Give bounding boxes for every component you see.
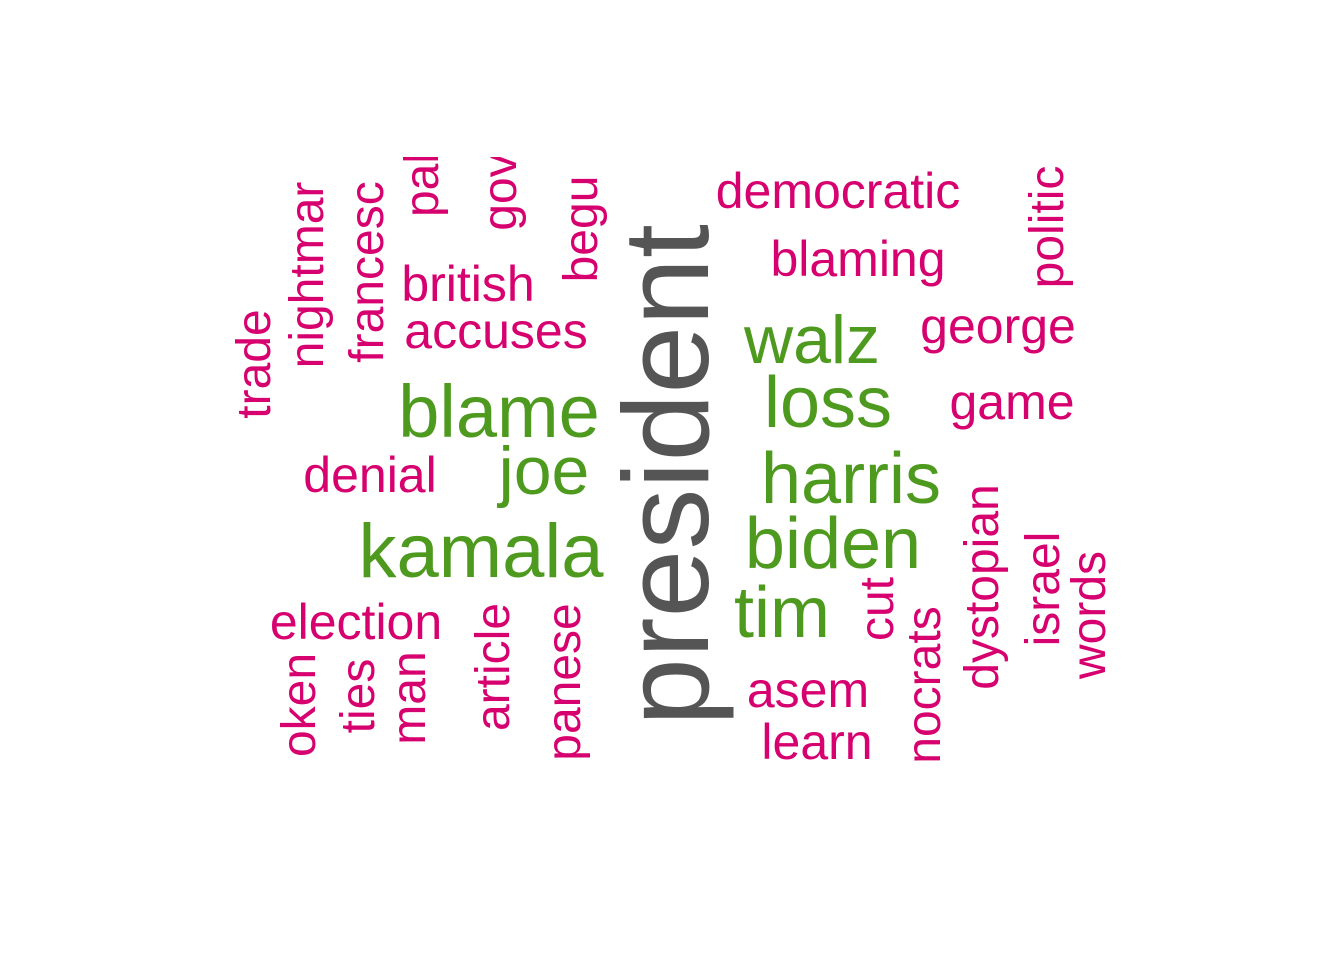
word-democrats: nocrats bbox=[898, 606, 951, 762]
word-blaming: blaming bbox=[770, 231, 946, 287]
word-harris: harris bbox=[760, 439, 942, 519]
word-ties: ties bbox=[332, 658, 385, 734]
word-gov: gov bbox=[474, 157, 527, 231]
word-pal: pal bbox=[396, 157, 449, 218]
word-game: game bbox=[949, 374, 1075, 430]
word-tim: tim bbox=[734, 573, 830, 653]
word-denial: denial bbox=[303, 447, 437, 503]
word-loss: loss bbox=[763, 363, 893, 443]
word-biden: biden bbox=[744, 504, 922, 584]
word-begu: begu bbox=[555, 175, 608, 283]
word-dystopian: dystopian bbox=[956, 484, 1009, 690]
word-man: man bbox=[383, 651, 436, 745]
word-asem: asem bbox=[746, 662, 870, 718]
word-walz: walz bbox=[743, 302, 881, 378]
word-nightmare: nightmar bbox=[281, 181, 334, 369]
word-president: president bbox=[598, 224, 734, 726]
word-british: british bbox=[401, 256, 535, 312]
word-kamala: kamala bbox=[358, 509, 604, 594]
word-election: election bbox=[269, 594, 443, 650]
word-politic: politic bbox=[1021, 165, 1074, 289]
word-cloud: president kamala blame joe walz loss har… bbox=[228, 157, 1128, 762]
word-learn: learn bbox=[761, 714, 873, 762]
word-israel: israel bbox=[1017, 531, 1070, 647]
word-francesca: francesc bbox=[341, 181, 394, 363]
word-words: words bbox=[1063, 550, 1116, 680]
word-japanese: panese bbox=[538, 603, 591, 761]
word-accuses: accuses bbox=[404, 303, 588, 359]
word-cut: cut bbox=[851, 576, 904, 642]
word-george: george bbox=[920, 298, 1076, 354]
word-article: article bbox=[467, 602, 520, 732]
word-joe: joe bbox=[498, 433, 590, 509]
word-democratic: democratic bbox=[715, 163, 961, 219]
word-spoken: oken bbox=[273, 652, 326, 758]
word-trade: trade bbox=[228, 309, 281, 419]
word-blame: blame bbox=[398, 370, 600, 453]
